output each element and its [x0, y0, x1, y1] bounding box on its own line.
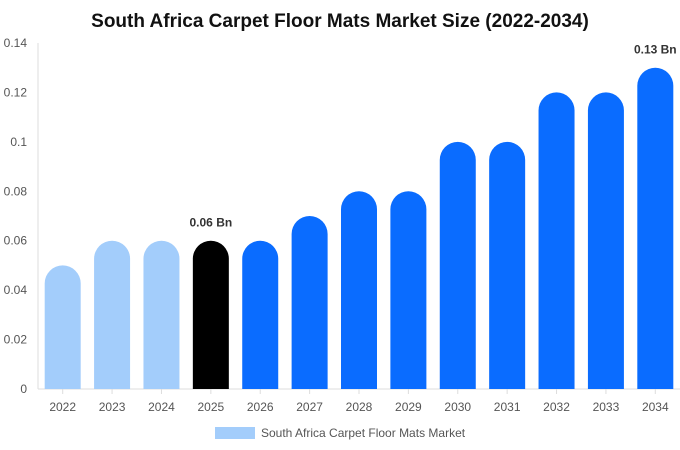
x-tick-label: 2028 — [346, 400, 373, 414]
y-tick-label: 0.08 — [4, 184, 28, 198]
x-tick-label: 2027 — [296, 400, 323, 414]
x-tick-label: 2032 — [543, 400, 570, 414]
bar-2031[interactable] — [489, 141, 526, 389]
y-tick-label: 0.06 — [4, 234, 28, 248]
bar-2023[interactable] — [94, 240, 131, 389]
x-tick-label: 2030 — [444, 400, 471, 414]
y-tick-label: 0.04 — [4, 283, 28, 297]
bars — [44, 67, 674, 389]
x-tick-label: 2033 — [593, 400, 620, 414]
bar-2022[interactable] — [44, 265, 81, 389]
x-tick-label: 2029 — [395, 400, 422, 414]
legend[interactable]: South Africa Carpet Floor Mats Market — [215, 426, 466, 440]
x-tick-label: 2023 — [99, 400, 126, 414]
bar-2034[interactable] — [637, 67, 674, 389]
y-axis: 0 0.02 0.04 0.06 0.08 0.1 0.12 0.14 — [4, 36, 39, 396]
x-axis: 2022 2023 2024 2025 2026 2027 2028 2029 2030 2031… — [38, 388, 680, 414]
x-tick-label: 2031 — [494, 400, 521, 414]
x-tick-label: 2026 — [247, 400, 274, 414]
data-label-2025: 0.06 Bn — [190, 216, 233, 230]
x-tick-label: 2022 — [49, 400, 76, 414]
data-label-2034: 0.13 Bn — [634, 43, 677, 57]
bar-2029[interactable] — [390, 191, 427, 389]
chart-title: South Africa Carpet Floor Mats Market Si… — [91, 11, 589, 32]
legend-label: South Africa Carpet Floor Mats Market — [261, 426, 466, 440]
x-tick-label: 2024 — [148, 400, 175, 414]
bar-2024[interactable] — [143, 240, 180, 389]
data-labels: 0.06 Bn 0.13 Bn — [190, 43, 677, 230]
y-tick-label: 0.12 — [4, 85, 28, 99]
legend-swatch — [215, 427, 255, 439]
x-tick-label: 2025 — [197, 400, 224, 414]
bar-2026[interactable] — [242, 240, 279, 389]
bar-2033[interactable] — [587, 92, 624, 389]
y-tick-label: 0 — [20, 382, 27, 396]
y-tick-label: 0.1 — [10, 135, 27, 149]
bar-2025[interactable] — [192, 240, 229, 389]
bar-2027[interactable] — [291, 216, 328, 389]
bar-2032[interactable] — [538, 92, 575, 389]
y-tick-label: 0.14 — [4, 36, 28, 50]
x-tick-label: 2034 — [642, 400, 669, 414]
bar-2030[interactable] — [439, 141, 476, 389]
y-tick-label: 0.02 — [4, 333, 28, 347]
bar-2028[interactable] — [341, 191, 377, 389]
